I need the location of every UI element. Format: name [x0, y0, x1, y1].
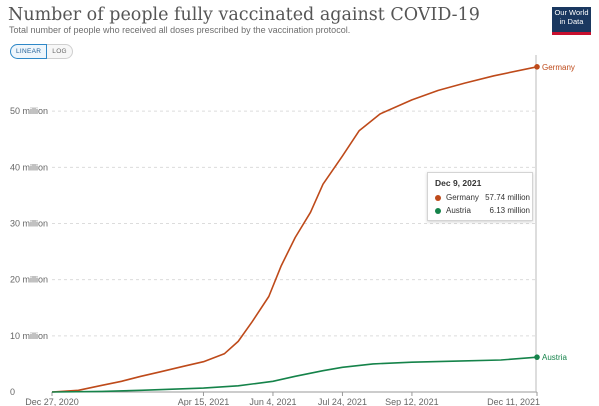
austria-color-dot [435, 207, 441, 214]
x-tick-label: Dec 27, 2020 [25, 397, 79, 406]
germany-series-label: Germany [542, 63, 575, 72]
y-tick-label: 20 million [10, 275, 48, 285]
austria-endpoint [534, 354, 540, 360]
germany-color-dot [435, 194, 441, 201]
germany-endpoint [534, 63, 540, 70]
tooltip-date: Dec 9, 2021 [435, 178, 482, 188]
austria-series-label: Austria [542, 353, 567, 362]
y-tick-label: 10 million [10, 331, 48, 341]
tooltip-row-austria: Austria 6.13 million [435, 206, 530, 215]
logo-line-2: in Data [559, 16, 584, 26]
germany-line [51, 66, 538, 393]
x-tick-label: Jun 4, 2021 [249, 397, 296, 406]
chart-title: Number of people fully vaccinated agains… [8, 5, 480, 25]
y-tick-label: 0 [10, 387, 15, 397]
tooltip-austria-name: Austria [446, 206, 471, 215]
log-scale-button[interactable]: LOG [47, 44, 73, 59]
scale-toggle[interactable]: LINEAR LOG [10, 44, 73, 59]
x-tick-label: Apr 15, 2021 [178, 397, 230, 406]
y-tick-label: 40 million [10, 162, 48, 172]
tooltip-germany-name: Germany [446, 193, 479, 202]
chart-subtitle: Total number of people who received all … [9, 25, 351, 35]
tooltip-row-germany: Germany 57.74 million [435, 193, 530, 202]
tooltip: Dec 9, 2021 Germany 57.74 million Austri… [427, 172, 533, 221]
x-tick-label: Sep 12, 2021 [385, 397, 439, 406]
y-tick-label: 30 million [10, 219, 48, 229]
owid-logo[interactable]: Our World in Data [552, 7, 591, 35]
tooltip-austria-value: 6.13 million [489, 206, 530, 215]
austria-line [51, 356, 538, 393]
x-tick-label: Dec 11, 2021 [487, 397, 540, 406]
x-tick-label: Jul 24, 2021 [318, 397, 367, 406]
linear-scale-button[interactable]: LINEAR [10, 44, 48, 59]
y-tick-label: 50 million [10, 106, 48, 116]
tooltip-germany-value: 57.74 million [485, 193, 530, 202]
logo-line-1: Our World [554, 8, 589, 17]
